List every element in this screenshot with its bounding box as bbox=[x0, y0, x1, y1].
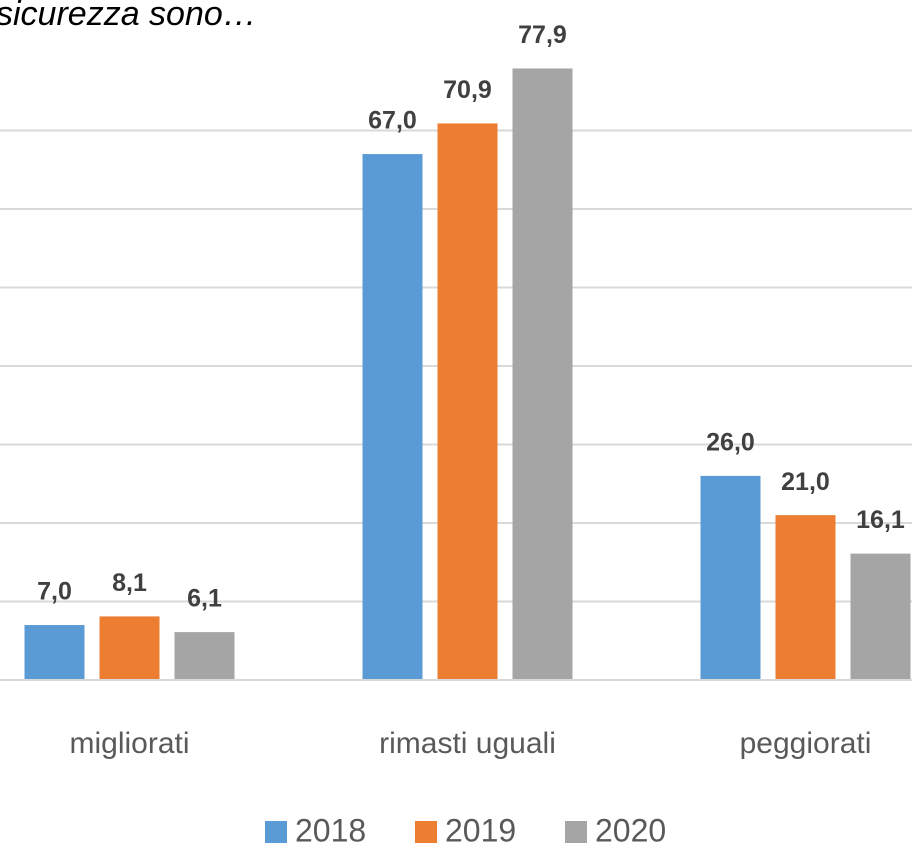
data-label: 7,0 bbox=[37, 578, 72, 606]
bar bbox=[174, 632, 235, 680]
legend-swatch bbox=[565, 821, 587, 843]
bar bbox=[99, 616, 160, 680]
legend-swatch bbox=[415, 821, 437, 843]
bar bbox=[700, 475, 761, 680]
legend-label: 2019 bbox=[445, 812, 516, 847]
data-label: 21,0 bbox=[781, 468, 830, 496]
x-tick-label: rimasti uguali bbox=[379, 727, 556, 760]
bar bbox=[775, 515, 836, 680]
bar bbox=[437, 123, 498, 680]
x-tick-label: migliorati bbox=[69, 727, 189, 760]
bar bbox=[850, 553, 911, 680]
bar bbox=[362, 154, 423, 681]
x-tick-label: peggiorati bbox=[740, 727, 872, 760]
data-label: 16,1 bbox=[856, 506, 905, 534]
legend-label: 2018 bbox=[295, 812, 366, 847]
data-label: 77,9 bbox=[518, 21, 567, 49]
legend-label: 2020 bbox=[595, 812, 666, 847]
chart-title: sicurezza sono… bbox=[0, 0, 257, 33]
data-label: 70,9 bbox=[443, 76, 492, 104]
data-label: 6,1 bbox=[187, 585, 222, 613]
bar bbox=[24, 625, 85, 680]
data-label: 8,1 bbox=[112, 569, 147, 597]
legend-swatch bbox=[265, 821, 287, 843]
bar bbox=[512, 68, 573, 681]
data-label: 26,0 bbox=[706, 429, 755, 457]
data-label: 67,0 bbox=[368, 107, 417, 135]
